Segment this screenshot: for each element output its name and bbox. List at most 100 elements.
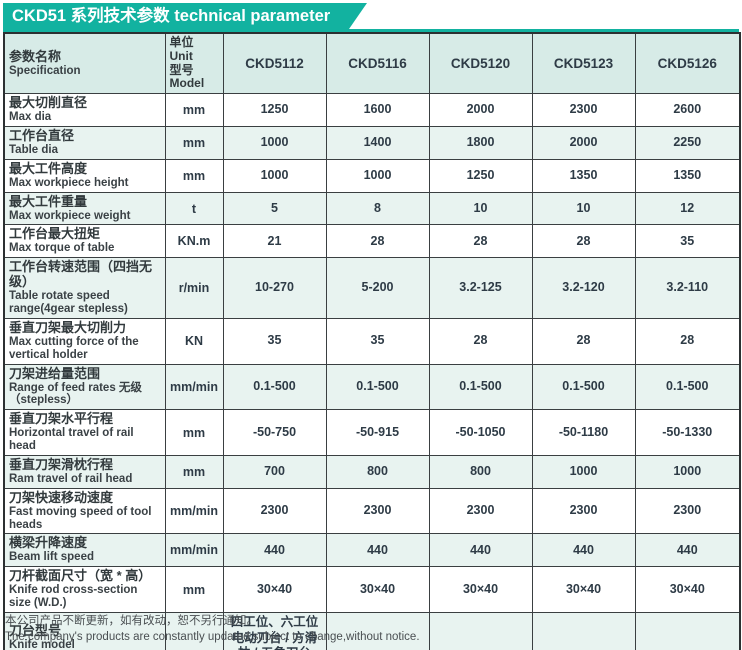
spec-label-zh: 垂直刀架滑枕行程 (9, 456, 114, 472)
value-cell: 3.2-110 (634, 257, 741, 319)
model-header-ckd5120: CKD5120 (428, 32, 533, 95)
model-header-ckd5123: CKD5123 (531, 32, 636, 95)
spec-cell: 工作台直径 Table dia (3, 126, 166, 160)
value-cell: 0.1-500 (531, 363, 636, 411)
value-cell: 30×40 (428, 566, 533, 613)
value-cell: 5 (222, 191, 327, 226)
unit-cell: KN.m (164, 224, 224, 259)
spec-label-zh: 最大切削直径 (9, 95, 88, 111)
value-cell: 1350 (531, 158, 636, 193)
table-row: 刀架进给量范围 Range of feed rates 无级（stepless） m… (3, 363, 741, 411)
spec-label-en: Knife model (9, 639, 75, 650)
table-row: 工作台直径 Table dia mm 1000 1400 1800 2000 2250 (3, 126, 741, 160)
spec-header-zh: 参数名称 (9, 48, 62, 64)
model-header-ckd5126: CKD5126 (634, 32, 741, 95)
footer-note-zh: 本公司产品不断更新，如有改动，恕不另行通知。 (5, 615, 258, 627)
value-cell: 28 (325, 224, 430, 259)
unit-cell: KN (164, 317, 224, 365)
unit-cell: mm (164, 93, 224, 127)
table-row: 垂直刀架水平行程 Horizontal travel of rail head mm… (3, 409, 741, 456)
spec-label-en: Max workpiece weight (9, 209, 131, 222)
value-cell: 35 (222, 317, 327, 365)
spec-cell: 垂直刀架滑枕行程 Ram travel of rail head (3, 454, 166, 489)
spec-label-en: Fast moving speed of tool heads (9, 505, 152, 531)
value-cell: 1250 (222, 93, 327, 127)
spec-label-en: Knife rod cross-section size (W.D.) (9, 584, 138, 610)
spec-column-header: 参数名称 Specification (3, 32, 166, 95)
unit-cell: mm (164, 158, 224, 193)
spec-cell: 工作台最大扭矩 Max torque of table (3, 224, 166, 259)
value-cell: -50-1180 (531, 409, 636, 456)
value-cell: 28 (634, 317, 741, 365)
table-row: 最大工件重量 Max workpiece weight t 5 8 10 10 12 (3, 191, 741, 226)
value-cell: 0.1-500 (325, 363, 430, 411)
value-cell: -50-1330 (634, 409, 741, 456)
unit-cell: mm (164, 126, 224, 160)
footer-note: 本公司产品不断更新，如有改动，恕不另行通知。 The company's pro… (5, 614, 735, 645)
spec-cell: 最大工件重量 Max workpiece weight (3, 191, 166, 226)
value-cell: 2250 (634, 126, 741, 160)
value-cell (428, 611, 533, 650)
unit-cell: mm/min (164, 363, 224, 411)
value-cell: 30×40 (634, 566, 741, 613)
spec-label-en: Range of feed rates 无级（stepless） (9, 381, 142, 407)
spec-label-en: Max workpiece height (9, 176, 129, 189)
unit-cell: t (164, 191, 224, 226)
value-cell: 1350 (634, 158, 741, 193)
value-cell: 440 (531, 533, 636, 568)
spec-cell: 垂直刀架最大切削力 Max cutting force of the vertic… (3, 317, 166, 365)
value-cell: 2000 (531, 126, 636, 160)
spec-cell: 垂直刀架水平行程 Horizontal travel of rail head (3, 409, 166, 456)
value-cell: 1000 (222, 126, 327, 160)
spec-label-en: Horizontal travel of rail head (9, 427, 134, 453)
spec-label-zh: 横梁升降速度 (9, 535, 88, 551)
unit-cell: mm (164, 566, 224, 613)
table-row: 最大工件高度 Max workpiece height mm 1000 1000 1250… (3, 158, 741, 193)
value-cell: 2300 (531, 93, 636, 127)
value-cell: 700 (222, 454, 327, 489)
table-row: 垂直刀架滑枕行程 Ram travel of rail head mm 700 800 8… (3, 454, 741, 489)
spec-cell: 刀杆截面尺寸（宽 * 高） Knife rod cross-section siz… (3, 566, 166, 613)
value-cell: 0.1-500 (428, 363, 533, 411)
unit-cell: mm (164, 454, 224, 489)
table-row: 刀杆截面尺寸（宽 * 高） Knife rod cross-section siz… (3, 566, 741, 613)
value-cell: 28 (428, 224, 533, 259)
spec-label-zh: 工作台直径 (9, 128, 75, 143)
value-cell: 21 (222, 224, 327, 259)
footer-note-en: The company's products are constantly up… (5, 630, 420, 643)
spec-label-en: Max cutting force of the vertical holder (9, 335, 139, 361)
value-cell: 2300 (531, 487, 636, 535)
spec-label-zh: 工作台最大扭矩 (9, 226, 101, 242)
unit-cell: mm/min (164, 487, 224, 535)
value-cell: 440 (428, 533, 533, 568)
spec-label-zh: 最大工件高度 (9, 160, 88, 176)
unit-cell: r/min (164, 257, 224, 319)
spec-cell: 横梁升降速度 Beam lift speed (3, 533, 166, 568)
value-cell: 10 (428, 191, 533, 226)
value-cell: 2300 (428, 487, 533, 535)
value-cell: 2300 (325, 487, 430, 535)
value-cell: 0.1-500 (634, 363, 741, 411)
spec-header-en: Specification (9, 64, 81, 77)
value-cell: -50-750 (222, 409, 327, 456)
spec-cell: 最大切削直径 Max dia (3, 93, 166, 127)
spec-cell: 最大工件高度 Max workpiece height (3, 158, 166, 193)
unit-header-line2: 型号 Model (169, 62, 205, 91)
spec-label-en: Max dia (9, 111, 52, 124)
value-cell: 12 (634, 191, 741, 226)
value-cell: 1250 (428, 158, 533, 193)
spec-cell: 工作台转速范围（四挡无级） Table rotate speed range(4g… (3, 257, 166, 319)
unit-header-line1: 单位 Unit (169, 35, 194, 63)
table-header-row: 参数名称 Specification 单位 Unit 型号 Model CKD5… (3, 32, 741, 95)
value-cell: 1400 (325, 126, 430, 160)
spec-label-en: Table dia (9, 143, 58, 156)
value-cell: 28 (531, 317, 636, 365)
spec-label-zh: 刀杆截面尺寸（宽 * 高） (9, 568, 152, 584)
value-cell: 5-200 (325, 257, 430, 319)
table-row: 工作台转速范围（四挡无级） Table rotate speed range(4g… (3, 257, 741, 319)
spec-label-zh: 刀台型号 (9, 623, 62, 639)
value-cell: 1800 (428, 126, 533, 160)
value-cell: 1600 (325, 93, 430, 127)
model-header-ckd5116: CKD5116 (325, 32, 430, 95)
